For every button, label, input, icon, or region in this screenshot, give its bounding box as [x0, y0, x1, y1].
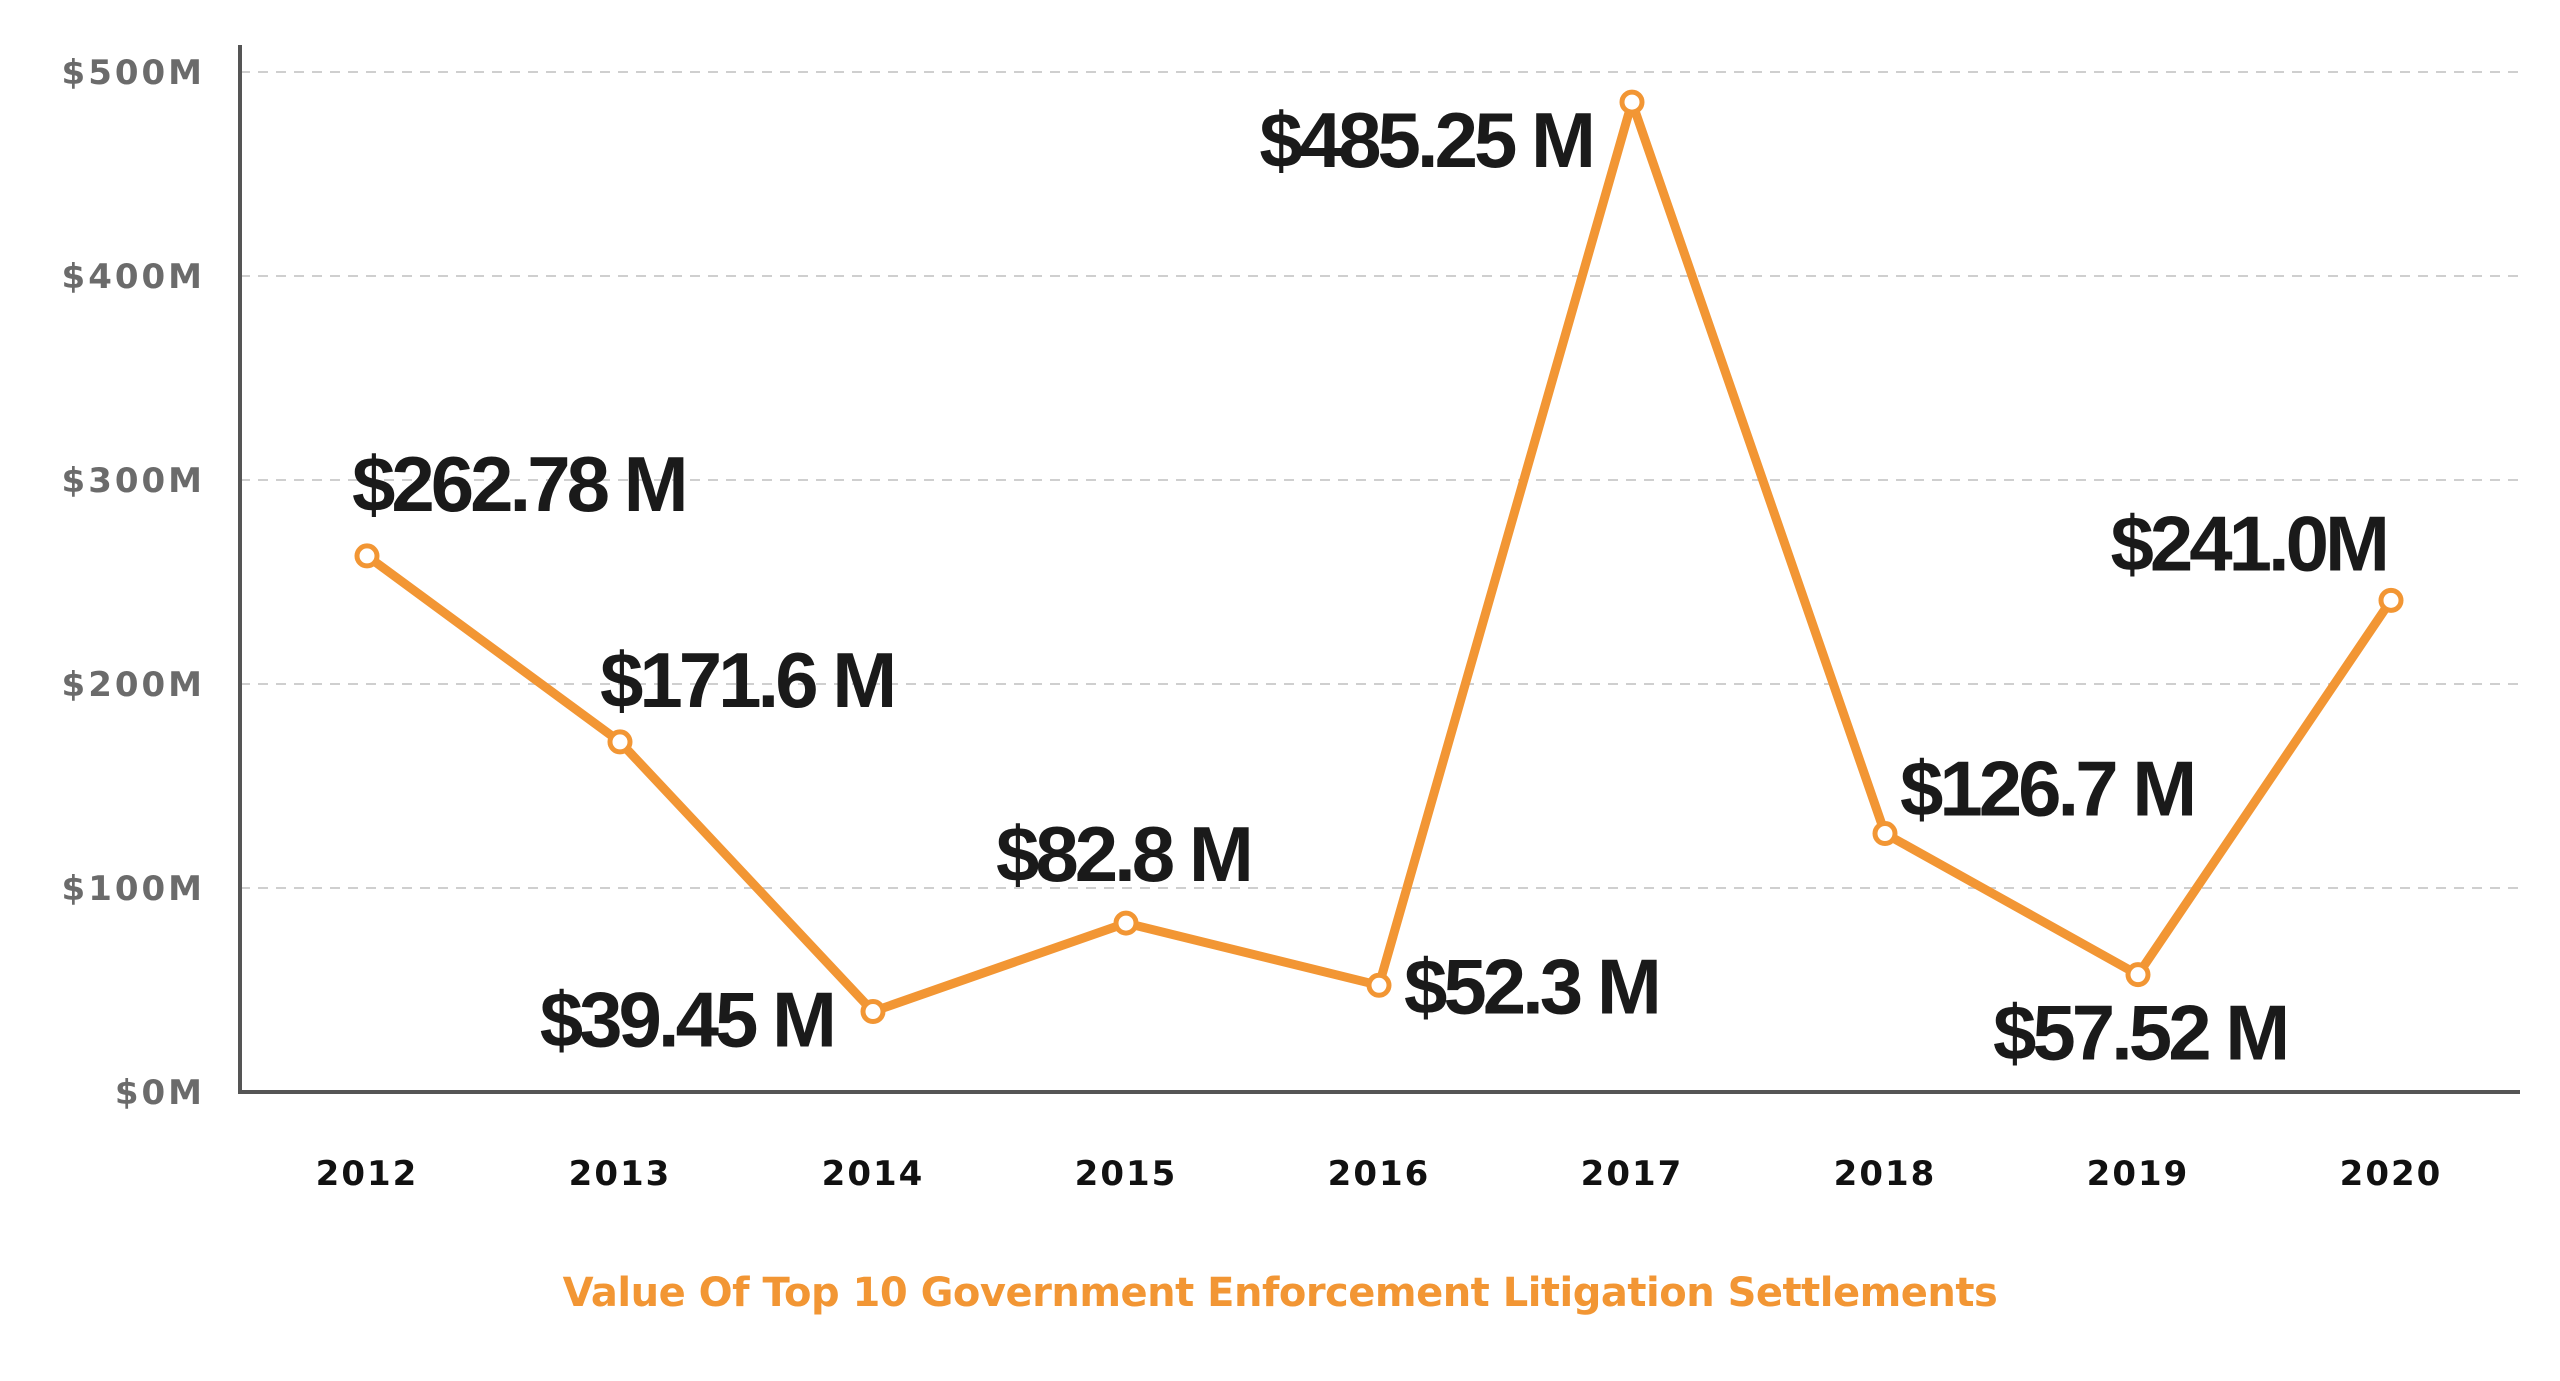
y-tick-labels: $0M $100M $200M $300M $400M $500M	[62, 53, 205, 1113]
data-label: $57.52 M	[1993, 989, 2286, 1077]
y-tick-label: $0M	[115, 1073, 205, 1113]
data-label: $171.6 M	[600, 636, 893, 724]
series-line	[362, 97, 2396, 1017]
data-point	[1113, 910, 1139, 936]
data-point	[607, 729, 633, 755]
data-label: $52.3 M	[1404, 942, 1658, 1030]
x-tick-labels: 2012 2013 2014 2015 2016 2017 2018 2019 2020	[316, 1154, 2443, 1194]
data-label: $126.7 M	[1900, 745, 2193, 833]
data-point	[354, 543, 380, 569]
data-label: $82.8 M	[996, 810, 1250, 898]
chart-title: Value Of Top 10 Government Enforcement L…	[562, 1270, 1998, 1316]
x-tick-label: 2017	[1581, 1154, 1684, 1194]
x-tick-label: 2019	[2087, 1154, 2190, 1194]
data-point	[2378, 587, 2404, 613]
y-tick-label: $200M	[62, 665, 205, 705]
data-label: $485.25 M	[1259, 96, 1592, 184]
x-tick-label: 2014	[822, 1154, 925, 1194]
data-label: $241.0M	[2110, 499, 2386, 587]
x-tick-label: 2015	[1075, 1154, 1178, 1194]
x-tick-label: 2016	[1328, 1154, 1431, 1194]
data-point	[860, 999, 886, 1025]
x-tick-label: 2013	[569, 1154, 672, 1194]
data-point	[1872, 821, 1898, 847]
grid-lines	[240, 71, 2520, 889]
data-label: $39.45 M	[540, 976, 833, 1064]
axes	[238, 45, 2520, 1094]
data-point	[1366, 972, 1392, 998]
series-line-path	[362, 97, 2396, 1017]
y-tick-label: $400M	[62, 257, 205, 297]
y-tick-label: $300M	[62, 461, 205, 501]
x-tick-label: 2012	[316, 1154, 419, 1194]
x-tick-label: 2018	[1834, 1154, 1937, 1194]
y-tick-label: $100M	[62, 869, 205, 909]
data-points	[354, 89, 2404, 1025]
data-label: $262.78 M	[352, 440, 685, 528]
data-point	[2125, 962, 2151, 988]
y-tick-label: $500M	[62, 53, 205, 93]
data-point	[1619, 89, 1645, 115]
x-tick-label: 2020	[2340, 1154, 2443, 1194]
data-labels: $262.78 M $171.6 M $39.45 M $82.8 M $52.3 M $…	[352, 96, 2390, 1077]
